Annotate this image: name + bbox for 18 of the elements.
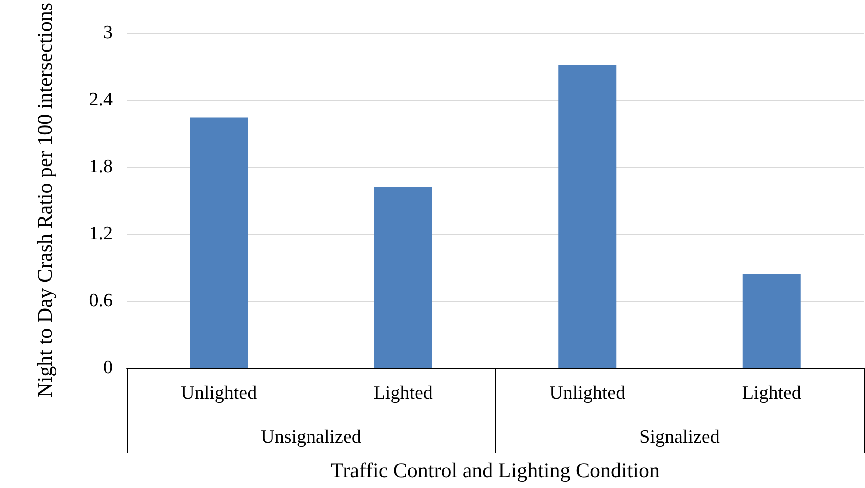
- y-tick-label: 2.4: [89, 89, 114, 110]
- bar: [558, 65, 617, 368]
- y-tick-label: 3: [104, 22, 113, 44]
- x-tick-label: Lighted: [742, 383, 802, 404]
- text: Unsignalized: [261, 427, 362, 448]
- y-tick-label: 1.8: [89, 156, 113, 178]
- y-tick-label: 0.6: [89, 290, 113, 312]
- x-axis-title: Traffic Control and Lighting Condition: [331, 458, 660, 482]
- y-tick-label: 0: [104, 358, 113, 378]
- x-tick-label: Unlighted: [550, 383, 626, 404]
- y-axis-title: Night to Day Crash Ratio per 100 intersections: [33, 2, 57, 398]
- x-tick-label: Lighted: [374, 383, 434, 404]
- y-tick-label: 1.2: [89, 223, 113, 244]
- bar: [374, 187, 432, 368]
- text: Signalized: [640, 427, 720, 448]
- x-tick-label: Unlighted: [181, 383, 258, 404]
- bar: [190, 118, 248, 368]
- bar: [742, 274, 801, 368]
